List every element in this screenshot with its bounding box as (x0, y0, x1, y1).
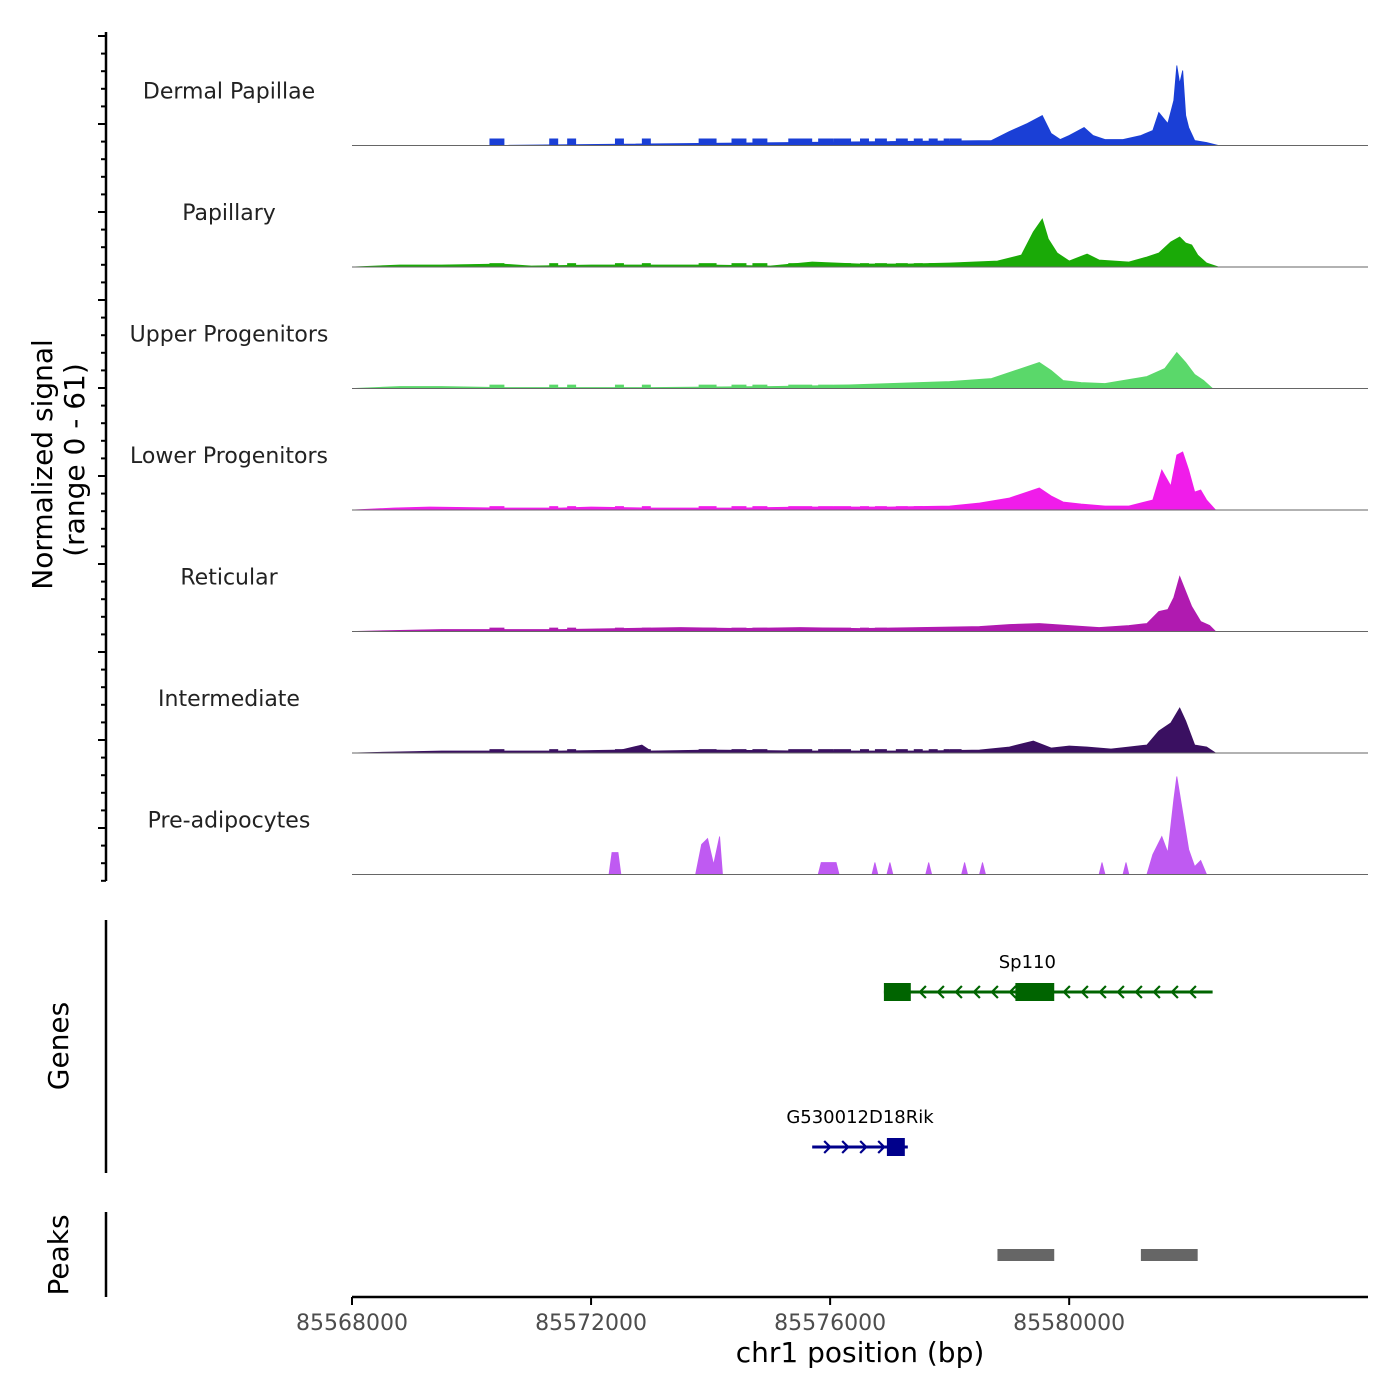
signal-area (351, 451, 1217, 511)
signal-area (352, 65, 1219, 146)
signal-block (549, 384, 559, 389)
track-lower-progenitors: Lower Progenitors (130, 444, 1368, 511)
x-tick-label: 85576000 (774, 1311, 886, 1336)
track-intermediate: Intermediate (158, 687, 1368, 754)
track-label: Lower Progenitors (130, 444, 328, 469)
track-pre-adipocytes: Pre-adipocytes (148, 776, 1368, 875)
track-label: Reticular (180, 566, 278, 591)
strand-arrow (1116, 985, 1125, 999)
signal-block (489, 384, 505, 389)
signal-block (752, 263, 768, 267)
signal-block (731, 138, 747, 146)
signal-tracks: Dermal Papillae Papillary Upper Progenitor… (130, 65, 1368, 875)
strand-arrow (823, 1140, 832, 1154)
track-papillary: Papillary (182, 201, 1368, 268)
signal-block (641, 384, 651, 389)
signal-y-axis (98, 32, 108, 882)
track-upper-progenitors: Upper Progenitors (130, 323, 1368, 389)
track-dermal-papillae: Dermal Papillae (143, 65, 1368, 146)
x-tick-label: 85580000 (1013, 1311, 1125, 1336)
signal-block (489, 138, 505, 146)
strand-arrow (1134, 985, 1143, 999)
x-tick-label: 85568000 (296, 1311, 408, 1336)
strand-arrow (1062, 985, 1071, 999)
signal-block (567, 384, 577, 389)
strand-arrow (1080, 985, 1089, 999)
peak-block (997, 1249, 1055, 1261)
signal-block (549, 138, 559, 146)
strand-arrow (936, 985, 945, 999)
strand-arrow (990, 985, 999, 999)
exon-block (886, 1138, 905, 1156)
track-label: Papillary (182, 201, 276, 226)
signal-block (614, 138, 624, 146)
gene-panel: Sp110 G530012D18Rik (104, 920, 1213, 1173)
strand-arrow (1152, 985, 1161, 999)
signal-block (752, 138, 768, 146)
gene-sp110: Sp110 (883, 952, 1213, 1001)
x-axis: 85568000 85572000 85576000 85580000 (296, 1295, 1368, 1336)
strand-arrow (1098, 985, 1107, 999)
strand-arrow (841, 1140, 850, 1154)
track-reticular: Reticular (180, 566, 1368, 632)
strand-arrow (1188, 985, 1197, 999)
peak-panel (104, 1212, 1198, 1297)
strand-arrow (1170, 985, 1179, 999)
peak-block (1140, 1249, 1198, 1261)
strand-arrow (877, 1140, 886, 1154)
exon-block (883, 983, 911, 1001)
genes-panel-title: Genes (42, 1002, 75, 1090)
gene-label: Sp110 (999, 952, 1056, 973)
signal-block (549, 263, 559, 267)
signal-block (698, 138, 717, 146)
gene-label: G530012D18Rik (786, 1107, 934, 1128)
gene-g530012d18rik: G530012D18Rik (786, 1107, 934, 1156)
signal-block (788, 138, 813, 146)
signal-block (567, 138, 577, 146)
x-tick-label: 85572000 (535, 1311, 647, 1336)
strand-arrow (1008, 985, 1017, 999)
x-axis-title: chr1 position (bp) (736, 1336, 985, 1369)
signal-area (351, 707, 1217, 754)
signal-block (614, 384, 624, 389)
signal-area (351, 218, 1219, 268)
signal-block (641, 138, 651, 146)
signal-area (352, 776, 1207, 875)
peaks-panel-title: Peaks (42, 1214, 75, 1295)
signal-area (351, 575, 1217, 632)
signal-area (351, 351, 1213, 389)
track-label: Intermediate (158, 687, 300, 712)
signal-block (698, 384, 717, 389)
exon-block (1015, 983, 1055, 1001)
strand-arrow (972, 985, 981, 999)
y-axis-title: Normalized signal (range 0 - 61) (26, 330, 91, 589)
strand-arrow (918, 985, 927, 999)
strand-arrow (954, 985, 963, 999)
track-label: Pre-adipocytes (148, 809, 311, 834)
track-label: Dermal Papillae (143, 80, 315, 105)
strand-arrow (859, 1140, 868, 1154)
track-label: Upper Progenitors (130, 323, 329, 348)
